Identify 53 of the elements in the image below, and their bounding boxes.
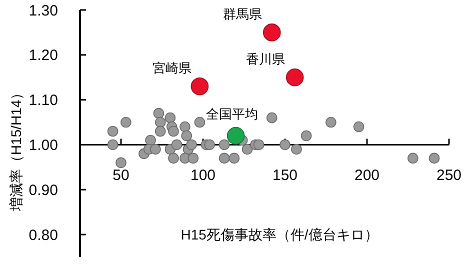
x-axis-title: H15死傷事故率（件/億台キロ） [180,226,378,242]
point [181,130,192,142]
y-axis-title: 増減率（H15/H14） [8,86,24,212]
point [266,112,278,124]
point [116,157,126,168]
point [408,152,418,164]
point [228,152,240,164]
x-tick-label: 250 [436,166,462,184]
point [154,116,166,128]
annotation: 全国平均 [206,106,258,122]
annotation: 宮崎県 [152,60,192,76]
x-tick-label: 200 [354,166,380,184]
point [164,112,176,124]
point [253,139,264,150]
point [154,126,166,137]
y-tick-label: 1.30 [28,2,58,20]
point [145,134,156,146]
point [291,144,302,155]
point [171,139,182,150]
point [107,139,118,150]
y-tick-label: 1.10 [28,92,58,110]
y-tick-label: 0.90 [28,182,58,199]
point [107,126,118,137]
point [168,152,179,164]
point [150,144,161,155]
point [353,121,364,132]
point [286,68,304,86]
point [186,139,197,150]
point [242,144,253,155]
point [428,152,440,164]
point [218,152,230,164]
x-tick-label: 150 [272,166,298,184]
y-tick-label: 1.20 [28,47,58,64]
point [194,116,206,128]
y-tick-label: 1.00 [28,136,58,154]
point [188,152,199,164]
x-tick-label: 100 [190,166,216,184]
point [300,130,312,142]
point [218,139,230,150]
point [326,116,336,128]
point [168,126,179,137]
point [153,108,164,119]
point [204,139,215,150]
annotation: 香川県 [246,51,285,66]
point [190,77,209,96]
point [280,139,290,150]
annotation: 群馬県 [222,6,262,22]
point [180,121,190,132]
point [262,24,281,42]
point [120,116,132,128]
x-tick-label: 50 [112,166,130,184]
point [226,126,245,145]
y-tick-label: 0.80 [28,226,58,244]
